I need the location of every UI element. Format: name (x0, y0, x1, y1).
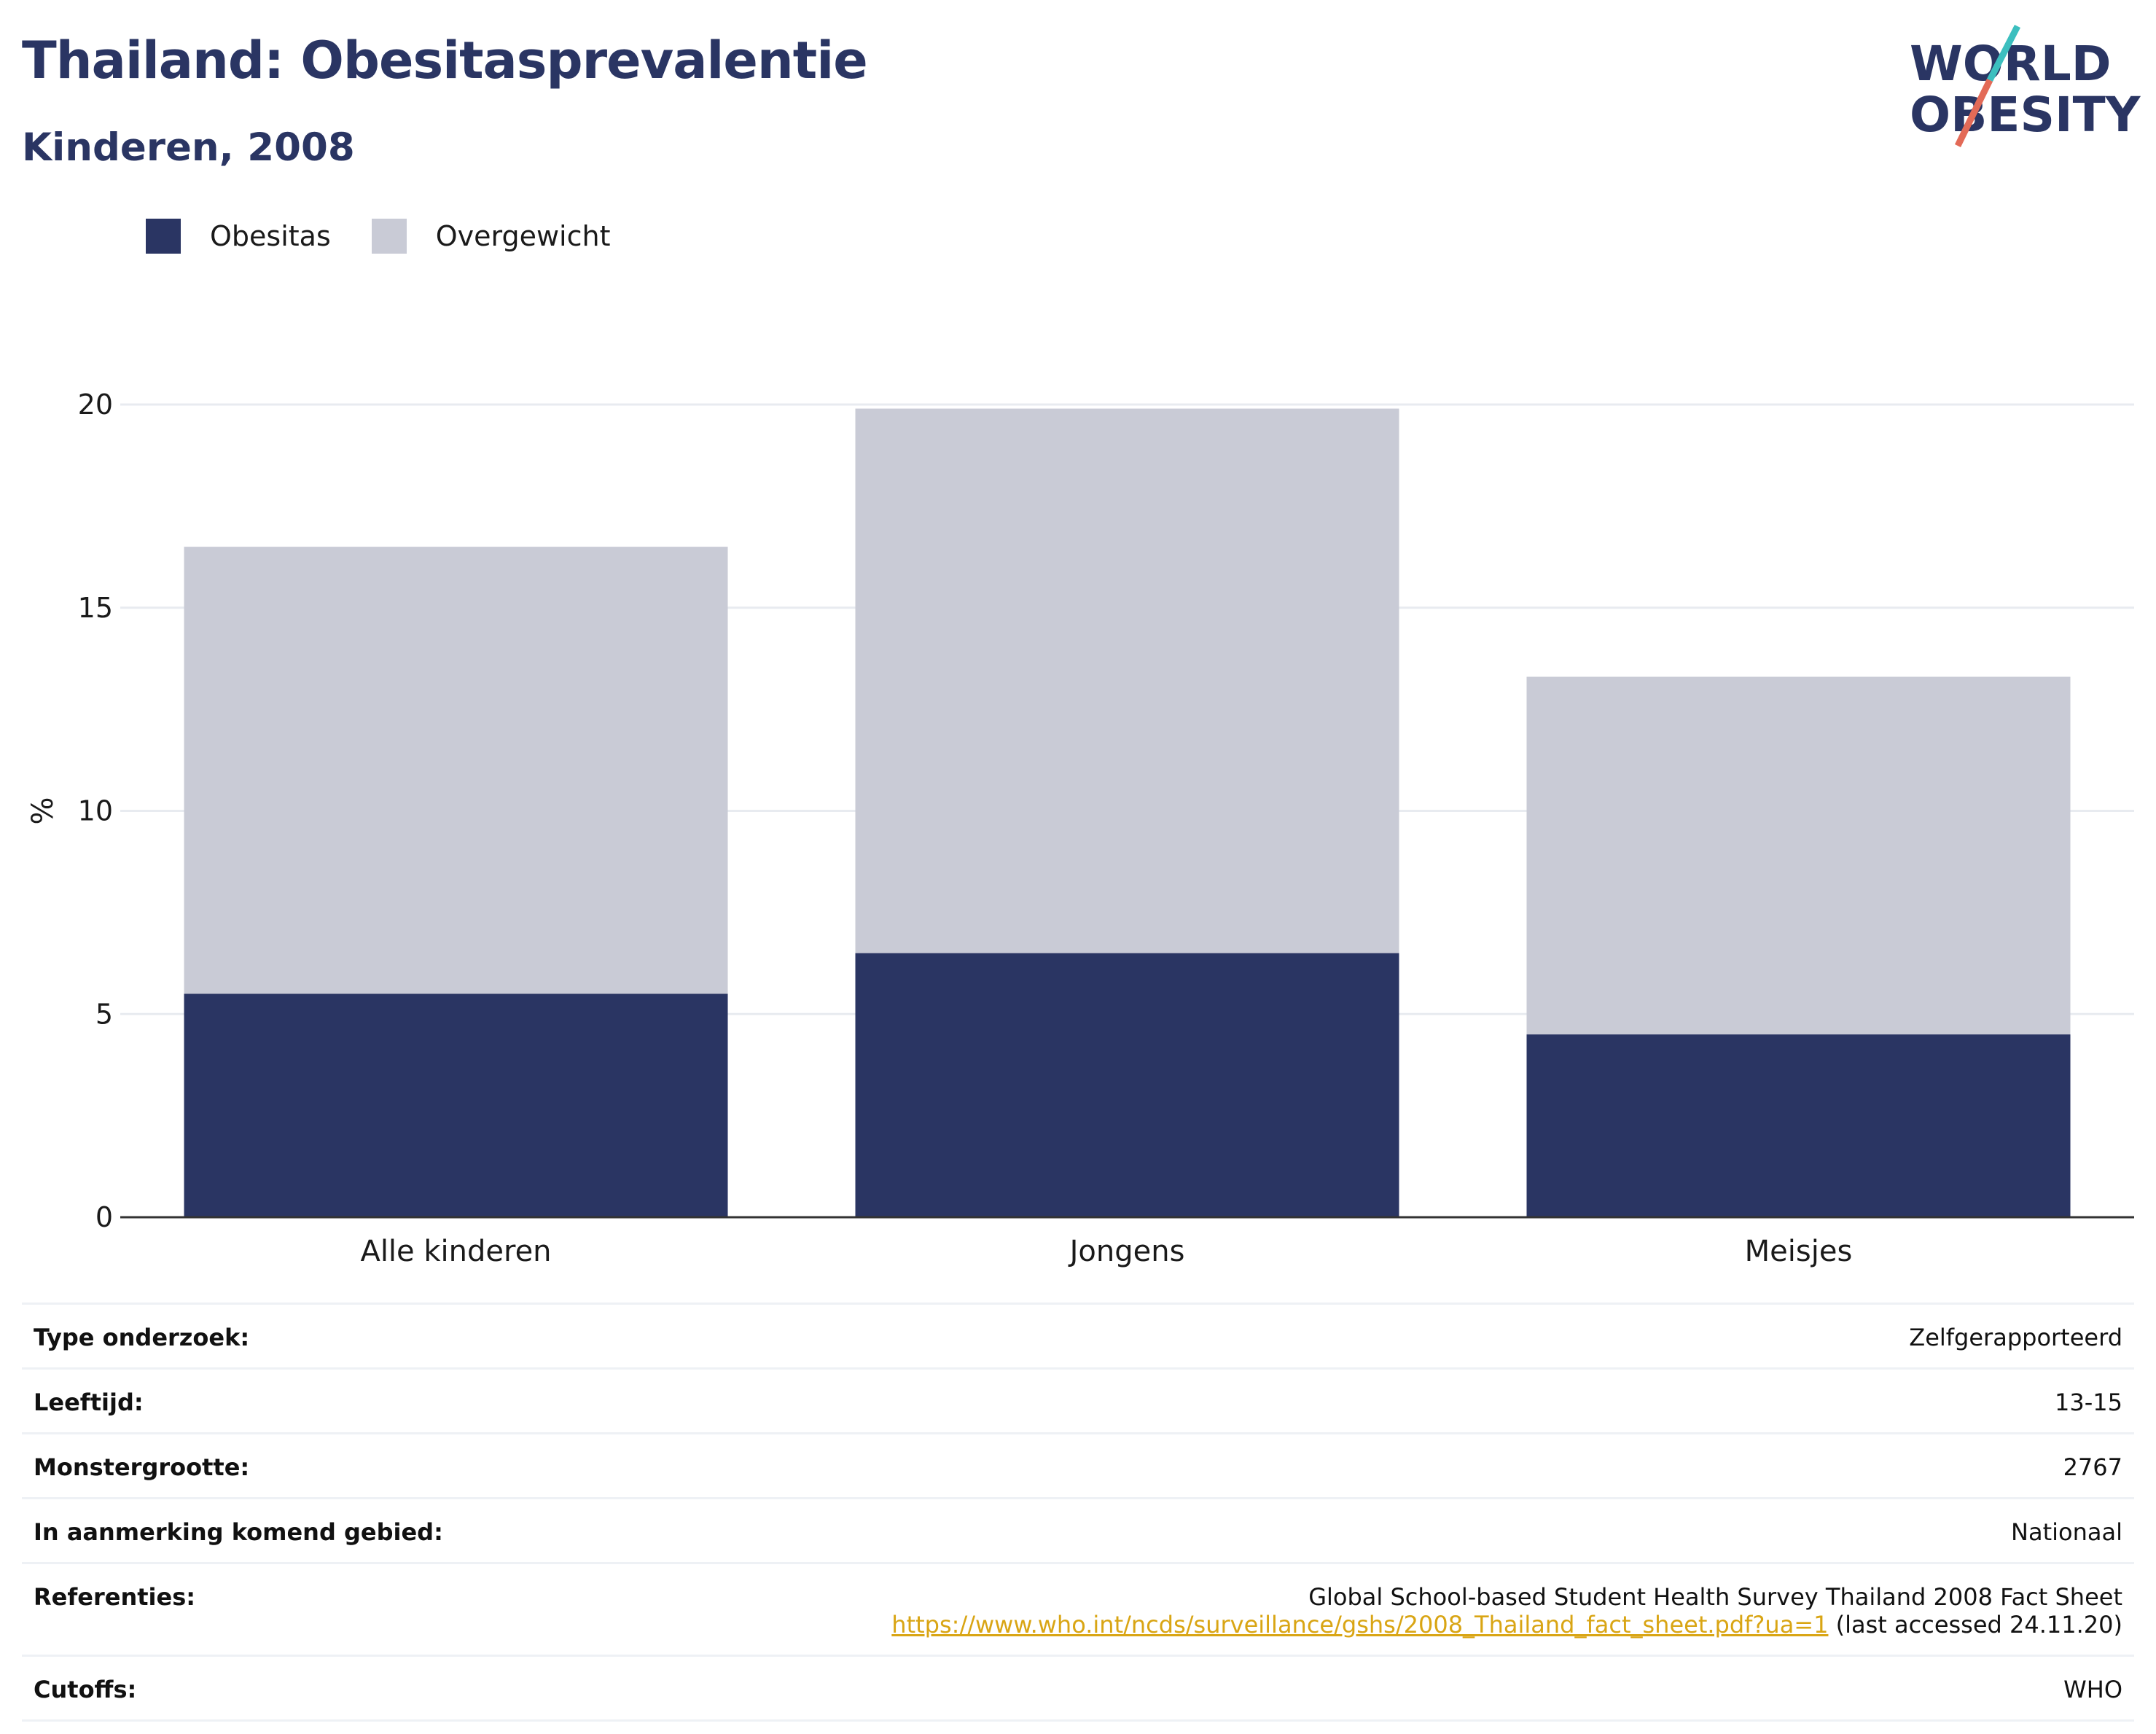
x-tick-label: Meisjes (1745, 1235, 1853, 1268)
y-tick-label: 20 (78, 388, 113, 421)
legend: Obesitas Overgewicht (146, 216, 652, 257)
legend-swatch-obesitas (146, 219, 181, 254)
y-tick-label: 0 (95, 1201, 113, 1233)
meta-key: Leeftijd: (34, 1389, 144, 1416)
y-tick-label: 10 (78, 795, 113, 827)
meta-key: Type onderzoek: (34, 1324, 250, 1351)
meta-value-references: Global School-based Student Health Surve… (891, 1583, 2122, 1639)
legend-swatch-overgewicht (371, 219, 407, 254)
survey-metadata-table: Type onderzoek: Zelfgerapporteerd Leefti… (22, 1303, 2134, 1722)
y-tick-label: 15 (78, 592, 113, 624)
meta-key: Monstergrootte: (34, 1453, 250, 1481)
legend-label-overgewicht: Overgewicht (435, 220, 611, 252)
x-tick-label: Alle kinderen (360, 1235, 551, 1268)
chart-subtitle: Kinderen, 2008 (22, 125, 355, 170)
bar-obesitas (184, 993, 728, 1217)
reference-line2: https://www.who.int/ncds/surveillance/gs… (891, 1611, 2122, 1639)
x-tick-label: Jongens (1068, 1235, 1185, 1268)
meta-row-cutoffs: Cutoffs: WHO (22, 1657, 2134, 1722)
bar-obesitas (1526, 1034, 2071, 1217)
legend-label-obesitas: Obesitas (210, 220, 331, 252)
meta-key: Referenties: (34, 1583, 196, 1611)
y-tick-label: 5 (95, 998, 113, 1030)
meta-value: 2767 (2063, 1453, 2122, 1481)
legend-item-obesitas[interactable]: Obesitas (146, 219, 331, 254)
logo-slash-bottom (1954, 79, 1993, 147)
meta-row-sample: Monstergrootte: 2767 (22, 1434, 2134, 1499)
meta-row-age: Leeftijd: 13-15 (22, 1370, 2134, 1434)
legend-item-overgewicht[interactable]: Overgewicht (371, 219, 611, 254)
reference-link[interactable]: https://www.who.int/ncds/surveillance/gs… (891, 1611, 1829, 1639)
meta-value: Nationaal (2011, 1518, 2122, 1546)
bar-overgewicht (1526, 676, 2071, 1035)
meta-row-type: Type onderzoek: Zelfgerapporteerd (22, 1305, 2134, 1370)
bar-obesitas (855, 953, 1399, 1217)
y-axis-label: % (26, 797, 60, 824)
bar-overgewicht (855, 408, 1399, 953)
meta-key: Cutoffs: (34, 1676, 137, 1703)
bar-chart: 0 5 10 15 20% Alle kinderen Jongens Meisjes (26, 388, 2134, 1268)
meta-value: 13-15 (2055, 1389, 2122, 1416)
meta-value: WHO (2063, 1676, 2122, 1703)
meta-row-references: Referenties: Global School-based Student… (22, 1564, 2134, 1657)
reference-note: (last accessed 24.11.20) (1835, 1611, 2122, 1639)
meta-value: Zelfgerapporteerd (1909, 1324, 2122, 1351)
world-obesity-logo: WORLD OBESITY (1910, 24, 2141, 147)
bar-overgewicht (184, 547, 728, 994)
meta-key: In aanmerking komend gebied: (34, 1518, 443, 1546)
logo-slash-top (1986, 24, 2021, 82)
chart-title: Thailand: Obesitasprevalentie (22, 31, 868, 90)
logo-line2: OBESITY (1910, 87, 2141, 143)
meta-row-area: In aanmerking komend gebied: Nationaal (22, 1499, 2134, 1564)
reference-title: Global School-based Student Health Surve… (1308, 1583, 2122, 1611)
